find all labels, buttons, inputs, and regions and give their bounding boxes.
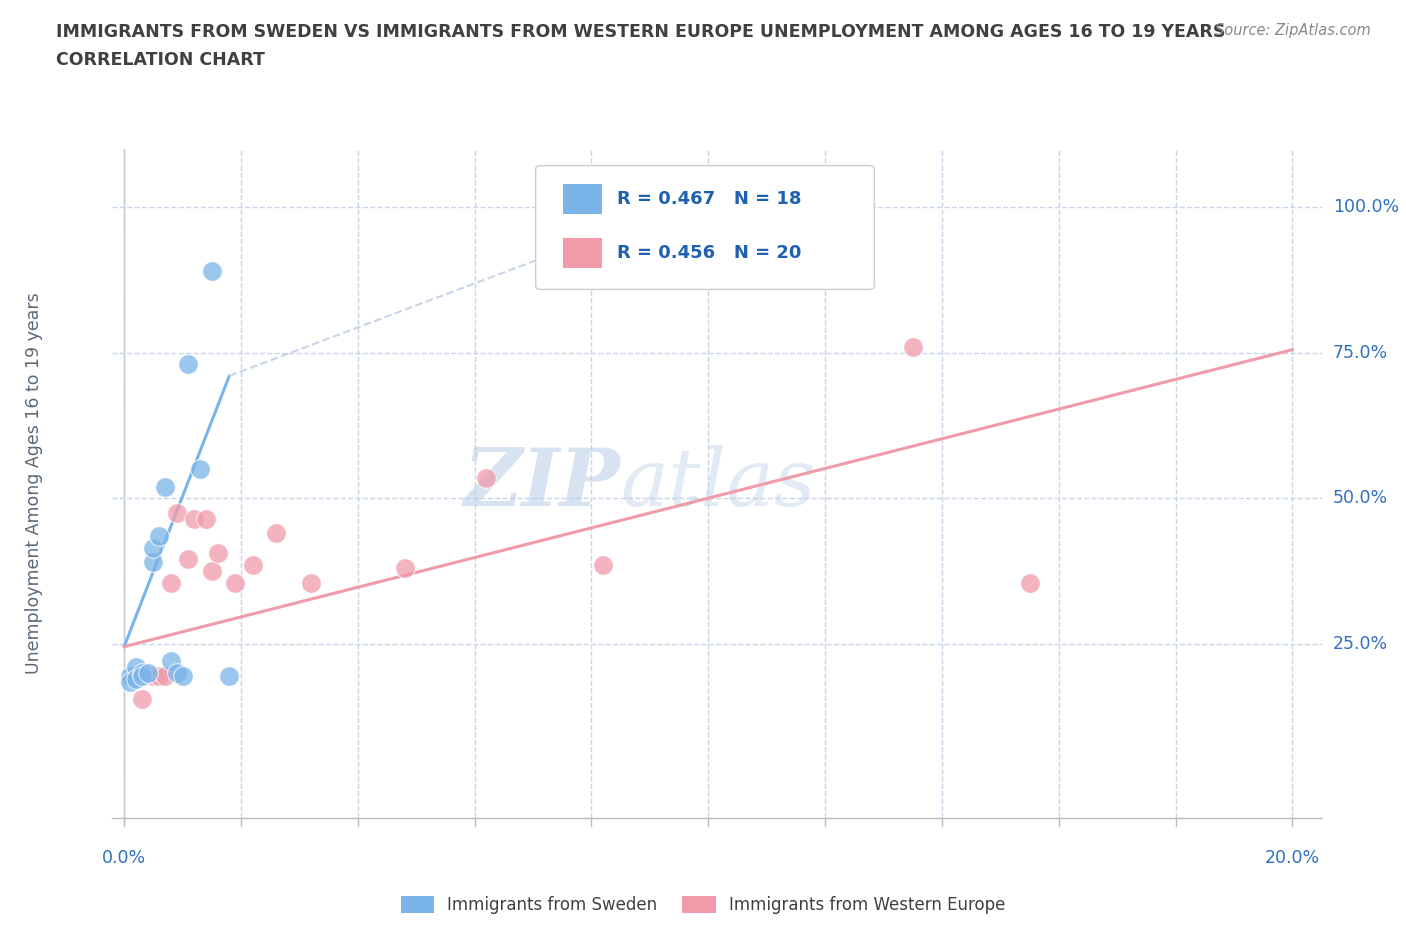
Point [131, 665, 153, 680]
Point [177, 551, 200, 566]
Point [160, 575, 183, 590]
Text: R = 0.456   N = 20: R = 0.456 N = 20 [617, 244, 801, 261]
Point [153, 669, 176, 684]
Point [592, 558, 614, 573]
Point [218, 669, 240, 684]
Point [153, 479, 176, 494]
Point [166, 665, 188, 680]
Point [118, 674, 141, 689]
Text: atlas: atlas [620, 445, 815, 523]
Text: 25.0%: 25.0% [1333, 634, 1388, 653]
Point [172, 669, 194, 684]
Point [148, 669, 170, 684]
Text: Source: ZipAtlas.com: Source: ZipAtlas.com [1215, 23, 1371, 38]
Point [160, 654, 183, 669]
Point [148, 528, 170, 543]
Text: R = 0.467   N = 18: R = 0.467 N = 18 [617, 190, 801, 208]
Point [224, 575, 246, 590]
Point [131, 669, 153, 684]
Point [136, 665, 159, 680]
Text: CORRELATION CHART: CORRELATION CHART [56, 51, 266, 69]
Text: 20.0%: 20.0% [1265, 849, 1320, 867]
Point [142, 540, 165, 555]
FancyBboxPatch shape [536, 166, 875, 289]
Point [183, 512, 205, 526]
Point [188, 461, 211, 476]
FancyBboxPatch shape [564, 184, 602, 214]
Point [207, 546, 229, 561]
FancyBboxPatch shape [564, 237, 602, 268]
Point [142, 669, 165, 684]
Point [166, 505, 188, 520]
Point [901, 339, 924, 354]
Point [131, 692, 153, 707]
Text: 75.0%: 75.0% [1333, 343, 1388, 362]
Point [394, 561, 416, 576]
Text: 0.0%: 0.0% [103, 849, 146, 867]
Point [142, 555, 165, 570]
Point [201, 564, 224, 578]
Text: 100.0%: 100.0% [1333, 198, 1399, 216]
Point [177, 357, 200, 372]
Point [299, 575, 322, 590]
Point [125, 671, 148, 686]
Point [125, 659, 148, 674]
Point [242, 558, 264, 573]
Text: Unemployment Among Ages 16 to 19 years: Unemployment Among Ages 16 to 19 years [25, 293, 44, 674]
Point [475, 471, 498, 485]
Text: ZIP: ZIP [464, 445, 620, 523]
Text: 50.0%: 50.0% [1333, 489, 1388, 507]
Point [194, 512, 217, 526]
Point [118, 669, 141, 684]
Point [1018, 575, 1040, 590]
Point [201, 263, 224, 278]
Legend: Immigrants from Sweden, Immigrants from Western Europe: Immigrants from Sweden, Immigrants from … [394, 889, 1012, 921]
Point [264, 525, 287, 540]
Text: IMMIGRANTS FROM SWEDEN VS IMMIGRANTS FROM WESTERN EUROPE UNEMPLOYMENT AMONG AGES: IMMIGRANTS FROM SWEDEN VS IMMIGRANTS FRO… [56, 23, 1226, 41]
